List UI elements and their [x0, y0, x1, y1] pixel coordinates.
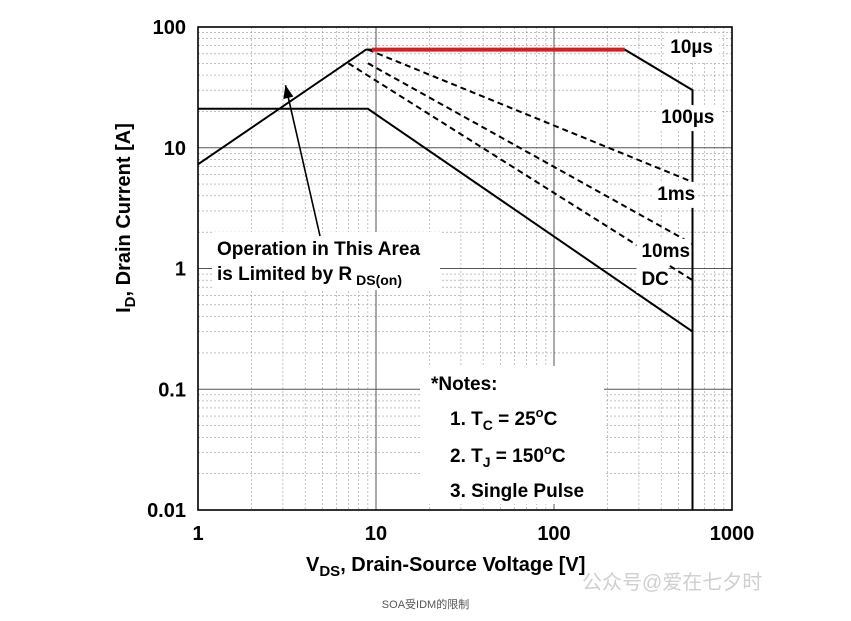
plot-frame: [197, 26, 733, 511]
curve-label: DC: [641, 269, 669, 290]
y-axis-title: ID, Drain Current [A]: [113, 123, 139, 313]
series-line-dc: [198, 107, 694, 333]
rds-subscript: DS(on): [356, 272, 402, 288]
curve-label-bg: [665, 34, 720, 61]
x-tick-label: 100: [537, 523, 570, 545]
curve-label-bg: [652, 181, 696, 208]
series-line-100s: [367, 48, 693, 183]
note-2: 2. TJ = 150oC: [450, 442, 566, 470]
y-tick-label: 0.1: [158, 379, 186, 401]
curve-label: 10µs: [670, 37, 713, 58]
curve-label: 10ms: [641, 241, 690, 262]
curve-label: 1ms: [657, 184, 695, 205]
figure-caption: SOA受IDM的限制: [381, 599, 470, 611]
rds-arrow: [284, 84, 321, 237]
notes-box-bg: [420, 366, 604, 504]
x-tick-label: 10: [365, 523, 387, 545]
notes-title: *Notes:: [431, 374, 498, 395]
y-tick-label: 0.01: [147, 500, 186, 522]
watermark-text: 公众号@爱在七夕时: [582, 572, 763, 594]
series-line-10ms: [347, 62, 694, 282]
rds-arrowhead: [283, 85, 294, 99]
curve-labels: 10µs 100µs 1ms 10ms DC: [636, 34, 722, 294]
note-1: 1. TC = 25oC: [450, 405, 558, 433]
curve-label-bg: [636, 267, 669, 294]
curve-label-bg: [636, 238, 691, 265]
y-tick-label: 10: [164, 138, 186, 160]
x-tick-label: 1: [192, 523, 203, 545]
y-tick-labels: 100 10 1 0.1 0.01: [147, 17, 186, 522]
x-tick-label: 1000: [710, 523, 755, 545]
rds-annotation-line2: is Limited by R DS(on): [217, 264, 402, 288]
rds-annotation-line1: Operation in This Area: [217, 239, 420, 260]
curve-label-bg: [656, 105, 722, 132]
curve-label: 100µs: [661, 107, 714, 128]
series-layer: [197, 47, 694, 510]
y-tick-label: 100: [153, 17, 186, 39]
x-tick-labels: 1 10 100 1000: [192, 523, 754, 545]
rds-annotation-bg: [212, 232, 440, 290]
x-axis-title: VDS, Drain-Source Voltage [V]: [306, 554, 585, 580]
note-3: 3. Single Pulse: [450, 481, 584, 502]
series-line-1ms: [367, 62, 693, 245]
y-tick-label: 1: [175, 259, 186, 281]
